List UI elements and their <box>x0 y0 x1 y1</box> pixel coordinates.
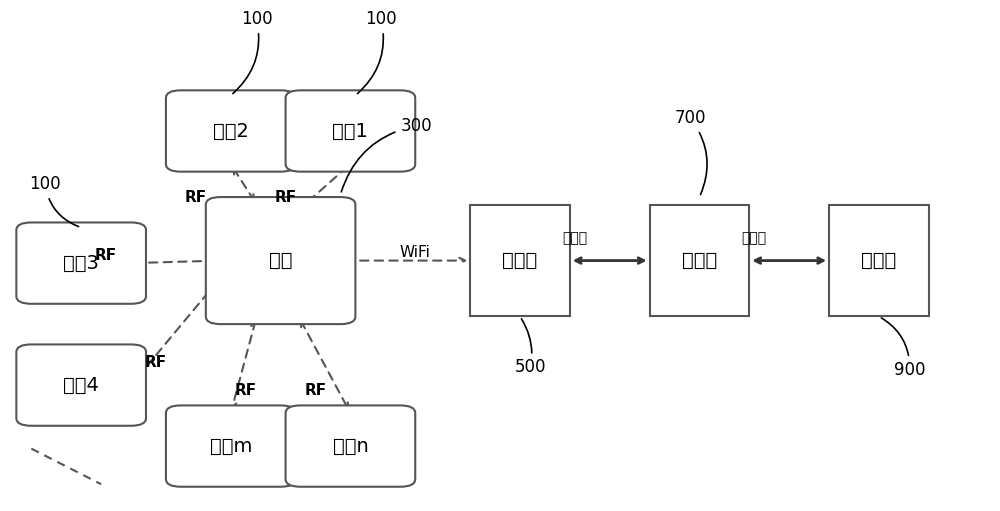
FancyBboxPatch shape <box>286 405 415 487</box>
Text: 路由器: 路由器 <box>502 251 538 270</box>
Text: WiFi: WiFi <box>400 245 431 261</box>
Text: 设备3: 设备3 <box>63 253 99 273</box>
Text: RF: RF <box>185 190 207 204</box>
FancyBboxPatch shape <box>286 90 415 172</box>
Text: 应用端: 应用端 <box>861 251 897 270</box>
FancyBboxPatch shape <box>16 344 146 426</box>
Text: 500: 500 <box>515 319 546 377</box>
Text: 以太网: 以太网 <box>742 230 767 245</box>
FancyBboxPatch shape <box>166 405 296 487</box>
Text: 700: 700 <box>675 109 707 195</box>
Text: 设备m: 设备m <box>210 436 252 456</box>
Text: 以太网: 以太网 <box>562 230 587 245</box>
Text: 300: 300 <box>341 117 432 192</box>
Text: 900: 900 <box>881 318 925 379</box>
FancyBboxPatch shape <box>206 197 355 324</box>
Text: 设备1: 设备1 <box>332 122 368 141</box>
Text: 设备4: 设备4 <box>63 376 99 394</box>
Text: 100: 100 <box>29 175 79 226</box>
Text: RF: RF <box>145 355 167 370</box>
FancyBboxPatch shape <box>166 90 296 172</box>
Text: 网关: 网关 <box>269 251 292 270</box>
Text: 100: 100 <box>357 10 397 94</box>
FancyBboxPatch shape <box>16 222 146 304</box>
Text: RF: RF <box>275 190 297 204</box>
FancyBboxPatch shape <box>650 205 749 316</box>
Text: RF: RF <box>235 383 257 398</box>
Text: RF: RF <box>304 383 327 398</box>
Text: 设备2: 设备2 <box>213 122 249 141</box>
Text: RF: RF <box>95 248 117 263</box>
Text: 100: 100 <box>233 10 272 94</box>
FancyBboxPatch shape <box>829 205 929 316</box>
FancyBboxPatch shape <box>470 205 570 316</box>
Text: 服务器: 服务器 <box>682 251 717 270</box>
Text: 设备n: 设备n <box>333 436 368 456</box>
